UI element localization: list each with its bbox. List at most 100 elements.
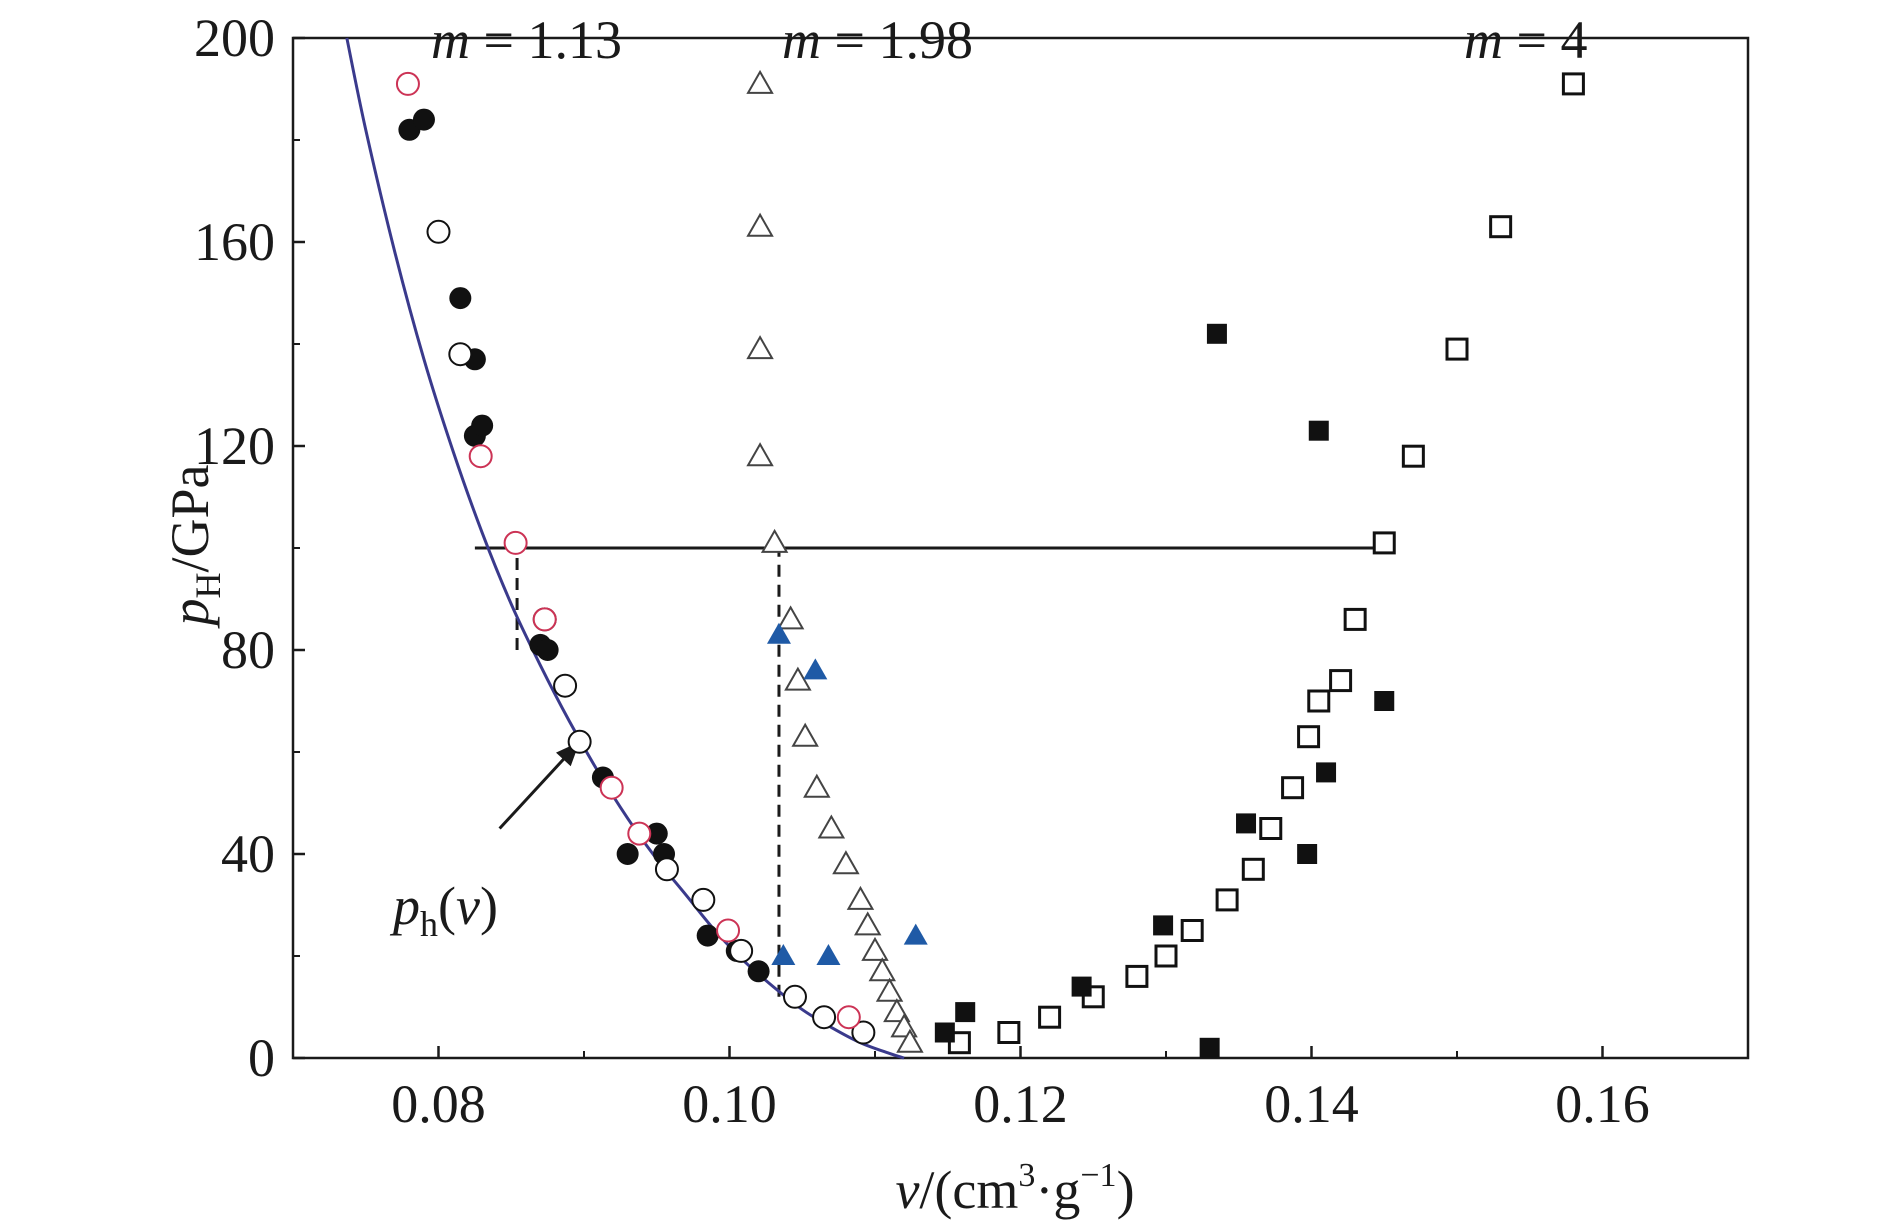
x-axis-title-dot: ·g	[1035, 1160, 1080, 1220]
x-tick-label: 0.10	[682, 1074, 777, 1134]
data-point-filled-circle	[616, 843, 639, 865]
annotation-m3-eq: = 4	[1503, 10, 1587, 70]
data-point-open-square	[1281, 776, 1305, 800]
y-tick-label: 200	[194, 8, 275, 68]
data-point-filled-circle	[449, 287, 472, 310]
curve-label-sub: h	[420, 904, 438, 944]
x-tick-label: 0.08	[391, 1074, 486, 1134]
data-point-filled-square	[1199, 1037, 1220, 1058]
data-point-open-square	[1215, 888, 1239, 912]
x-tick-label: 0.16	[1555, 1074, 1650, 1134]
x-axis-title-rest: /(cm	[919, 1160, 1018, 1220]
data-point-open-square	[1445, 337, 1469, 361]
data-point-filled-square	[1308, 420, 1329, 441]
annotation-m2-var: m	[782, 10, 821, 70]
y-axis-title: pH/GPa	[160, 464, 228, 629]
data-point-open-circle	[851, 1020, 876, 1045]
annotation-m1-eq: = 1.13	[470, 10, 622, 70]
data-point-open-triangle	[791, 722, 819, 747]
data-point-open-triangle	[760, 528, 789, 553]
data-point-open-triangle	[861, 936, 889, 961]
data-point-open-square	[1154, 944, 1178, 968]
data-point-open-circle	[627, 821, 652, 846]
data-point-open-square	[1259, 817, 1283, 840]
reference-lines	[474, 546, 1385, 997]
x-axis-title-close: )	[1117, 1160, 1135, 1220]
y-tick-label: 40	[221, 824, 275, 884]
data-point-filled-square	[1153, 915, 1174, 936]
data-point-open-square	[1372, 531, 1396, 555]
data-point-filled-square	[934, 1022, 955, 1043]
data-point-filled-square	[1316, 762, 1337, 783]
annotation-m1: m = 1.13	[431, 10, 622, 70]
data-point-filled-triangle	[903, 923, 928, 945]
data-point-filled-square	[1206, 323, 1227, 344]
data-point-open-triangle	[875, 977, 904, 1002]
data-point-open-circle	[553, 673, 578, 698]
data-point-open-square	[1401, 444, 1425, 468]
axis-ticks: 0.08 0.10 0.12 0.14 0.16 0 40 80 120 160 200	[194, 8, 1749, 1134]
data-point-open-triangle	[746, 442, 774, 467]
data-point-open-square	[1329, 669, 1353, 693]
data-point-open-triangle	[896, 1028, 924, 1053]
data-point-open-circle	[782, 984, 807, 1009]
data-point-open-square	[1307, 689, 1331, 713]
data-point-open-square	[1561, 72, 1585, 96]
data-point-filled-circle	[412, 108, 435, 131]
data-point-open-circle	[654, 857, 679, 882]
data-point-filled-square	[1236, 813, 1257, 834]
curve-label-close: )	[480, 876, 498, 936]
curve-label: ph(v)	[389, 876, 498, 944]
data-point-open-square	[1038, 1005, 1062, 1029]
data-point-open-circle	[532, 607, 557, 632]
data-point-open-triangle	[846, 885, 875, 910]
data-point-open-square	[1180, 919, 1204, 942]
data-point-open-circle	[716, 918, 741, 943]
annotation-m2: m = 1.98	[782, 10, 973, 70]
data-point-open-square	[1297, 725, 1321, 749]
data-point-open-square	[1343, 607, 1367, 631]
data-point-open-triangle	[746, 69, 774, 94]
data-points	[395, 69, 1585, 1058]
x-tick-label: 0.12	[973, 1074, 1068, 1134]
data-point-open-circle	[567, 729, 592, 754]
data-point-open-circle	[448, 342, 473, 367]
data-point-open-triangle	[868, 957, 896, 982]
annotation-m1-var: m	[431, 10, 470, 70]
annotation-m3-var: m	[1464, 10, 1503, 70]
data-point-open-circle	[426, 219, 451, 244]
data-point-open-triangle	[746, 335, 774, 360]
curve-label-open: (	[438, 876, 456, 936]
data-point-open-circle	[503, 530, 528, 555]
data-point-filled-circle	[747, 960, 770, 983]
data-point-filled-circle	[536, 639, 559, 661]
data-point-open-circle	[691, 887, 716, 912]
data-point-filled-square	[1297, 844, 1318, 864]
data-point-filled-square	[1374, 691, 1395, 711]
data-point-open-square	[1489, 215, 1513, 239]
y-axis-title-var: p	[160, 599, 220, 630]
y-axis-title-rest: /GPa	[160, 464, 220, 572]
data-point-filled-circle	[696, 924, 719, 947]
data-point-open-circle	[836, 1005, 861, 1030]
data-point-filled-triangle	[771, 944, 796, 965]
x-axis-title-var: v	[895, 1160, 919, 1220]
data-point-open-circle	[468, 444, 493, 469]
data-point-open-triangle	[776, 605, 805, 630]
y-tick-label: 120	[194, 416, 275, 476]
data-point-open-circle	[812, 1005, 837, 1030]
x-axis-title: v/(cm3·g−1)	[895, 1157, 1134, 1220]
x-axis-title-sup1: 3	[1018, 1157, 1035, 1194]
data-point-open-square	[997, 1021, 1021, 1044]
y-axis-title-sub: H	[188, 573, 228, 599]
x-axis-title-sup2: −1	[1080, 1157, 1116, 1194]
curve-label-var: p	[389, 876, 420, 936]
data-point-open-square	[1125, 964, 1149, 988]
data-point-open-triangle	[832, 850, 860, 875]
y-tick-label: 80	[221, 620, 275, 680]
data-point-open-triangle	[854, 911, 882, 936]
data-point-filled-triangle	[766, 622, 791, 644]
data-point-filled-circle	[471, 414, 494, 437]
data-point-open-circle	[729, 938, 754, 963]
